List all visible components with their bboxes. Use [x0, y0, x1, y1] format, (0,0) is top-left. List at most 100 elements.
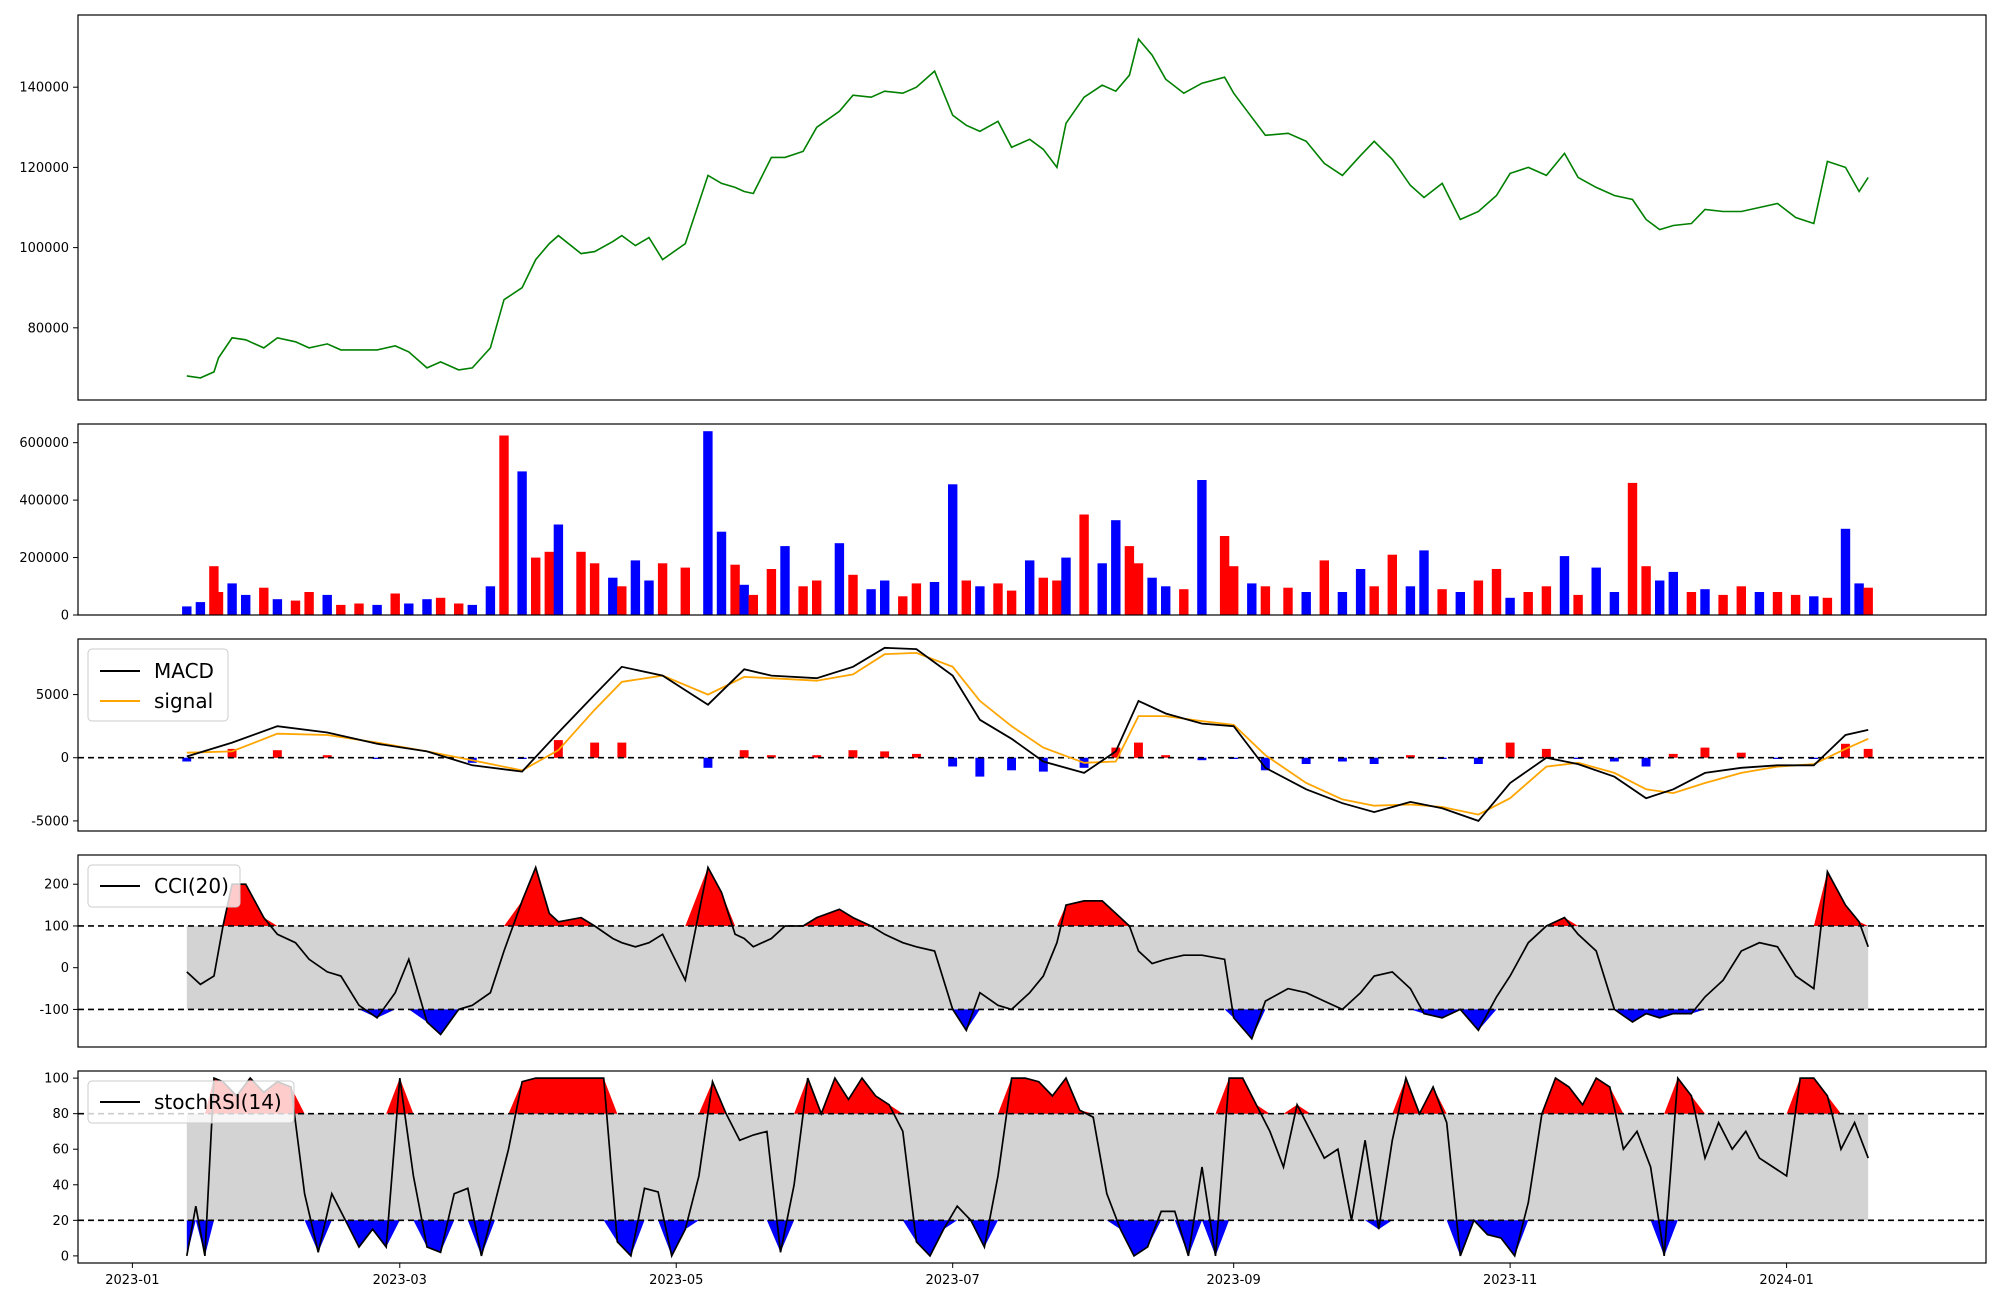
- volume-bar: [1609, 592, 1620, 615]
- volume-bar: [322, 594, 332, 615]
- volume-bar: [975, 586, 985, 615]
- y-tick-label: 40: [52, 1178, 69, 1193]
- macd-histogram-bar: [1111, 747, 1121, 758]
- macd-histogram-bar: [1863, 748, 1873, 758]
- legend-label: signal: [154, 689, 213, 713]
- volume-bar: [1655, 580, 1665, 615]
- volume-bar: [1505, 597, 1515, 615]
- volume-bar: [1111, 520, 1121, 615]
- y-tick-label: -5000: [31, 814, 69, 829]
- volume-bar: [1772, 592, 1783, 615]
- macd-histogram-bar: [322, 755, 332, 758]
- volume-bar: [336, 604, 346, 615]
- volume-bar: [1197, 480, 1207, 615]
- volume-bar: [1822, 597, 1833, 615]
- macd-histogram-bar: [182, 757, 192, 762]
- volume-bar: [1455, 592, 1465, 615]
- volume-bar: [195, 602, 206, 615]
- macd-histogram-bar: [766, 755, 776, 758]
- volume-bar: [1038, 577, 1048, 615]
- y-tick-label: 0: [61, 961, 69, 976]
- volume-bar: [657, 563, 668, 615]
- volume-bar: [1247, 583, 1257, 615]
- volume-bar: [848, 574, 858, 615]
- macd-histogram-bar: [812, 755, 822, 758]
- macd-histogram-bar: [1668, 753, 1678, 758]
- volume-bar: [1523, 592, 1533, 615]
- volume-bar: [798, 586, 808, 615]
- volume-bar: [213, 592, 224, 615]
- volume-bar: [716, 531, 727, 615]
- y-tick-label: -100: [39, 1003, 69, 1018]
- volume-bar: [1754, 592, 1765, 615]
- axes-frame: [77, 854, 1987, 1048]
- volume-bar: [880, 580, 890, 615]
- volume-bar: [1437, 589, 1447, 615]
- macd-histogram-bar: [703, 757, 713, 768]
- volume-bar: [290, 600, 301, 615]
- volume-bar: [1863, 587, 1873, 615]
- volume-bar: [589, 563, 600, 615]
- y-tick-label: 100: [44, 919, 69, 934]
- volume-bar: [812, 580, 822, 615]
- macd-histogram-bar: [1473, 757, 1483, 764]
- macd-legend: MACD signal: [87, 648, 229, 722]
- oversold-fill: [186, 1220, 1869, 1256]
- macd-histogram-bar: [1541, 748, 1551, 758]
- volume-bar: [766, 569, 777, 615]
- legend-label: MACD: [154, 659, 214, 683]
- macd-histogram-bar: [1736, 752, 1746, 758]
- macd-histogram-bar: [912, 753, 921, 758]
- stochrsi-panel: 0 20 40 60 80 100 stochRSI(14): [44, 1070, 1987, 1264]
- macd-histogram-bar: [1641, 757, 1651, 767]
- x-tick-label: 2023-07: [926, 1273, 980, 1288]
- volume-bar: [467, 604, 477, 615]
- volume-bar: [354, 603, 364, 615]
- volume-bar: [1591, 567, 1601, 615]
- volume-bar: [1147, 577, 1157, 615]
- volume-bar: [961, 580, 971, 615]
- volume-bar: [993, 583, 1003, 615]
- overbought-fill: [186, 867, 1869, 926]
- volume-bar: [182, 606, 192, 615]
- volume-bar: [227, 583, 237, 615]
- y-tick-label: 80: [52, 1107, 69, 1122]
- volume-bar: [929, 582, 940, 615]
- price-line: [186, 37, 1869, 379]
- volume-bar: [1559, 556, 1570, 615]
- volume-bar: [1627, 482, 1638, 615]
- volume-bar: [1337, 592, 1348, 615]
- volume-bar: [911, 583, 922, 615]
- volume-bar: [1283, 587, 1293, 615]
- volume-bar: [608, 577, 618, 615]
- volume-bar: [1061, 557, 1071, 615]
- macd-histogram-bar: [590, 742, 600, 758]
- y-tick-label: 0: [61, 1249, 69, 1264]
- volume-bar: [1219, 536, 1230, 615]
- volume-bar: [544, 551, 554, 615]
- volume-bar: [209, 566, 219, 615]
- y-tick-label: 20: [52, 1214, 69, 1229]
- volume-bar: [1790, 594, 1801, 615]
- macd-histogram-bar: [1260, 757, 1270, 771]
- y-tick-label: 140000: [19, 81, 69, 96]
- volume-bar: [1301, 592, 1311, 615]
- macd-histogram-bar: [1161, 755, 1171, 758]
- volume-bar: [1473, 580, 1484, 615]
- volume-bar: [576, 551, 586, 615]
- volume-bar: [241, 594, 251, 615]
- x-tick-label: 2023-05: [649, 1273, 703, 1288]
- volume-bar: [1809, 596, 1819, 615]
- y-tick-label: 120000: [19, 161, 69, 176]
- neutral-band: [186, 925, 1869, 1010]
- volume-bar: [1025, 560, 1035, 615]
- y-tick-label: 400000: [19, 494, 69, 509]
- volume-bar: [703, 431, 713, 615]
- macd-panel: -5000 0 5000 MACD signal: [31, 638, 1987, 832]
- macd-histogram-bar: [1773, 757, 1782, 759]
- macd-histogram-bar: [1700, 747, 1710, 758]
- volume-bar: [617, 586, 627, 615]
- y-tick-label: 600000: [19, 436, 69, 451]
- macd-histogram-bar: [848, 750, 858, 758]
- y-tick-label: 60: [52, 1143, 69, 1158]
